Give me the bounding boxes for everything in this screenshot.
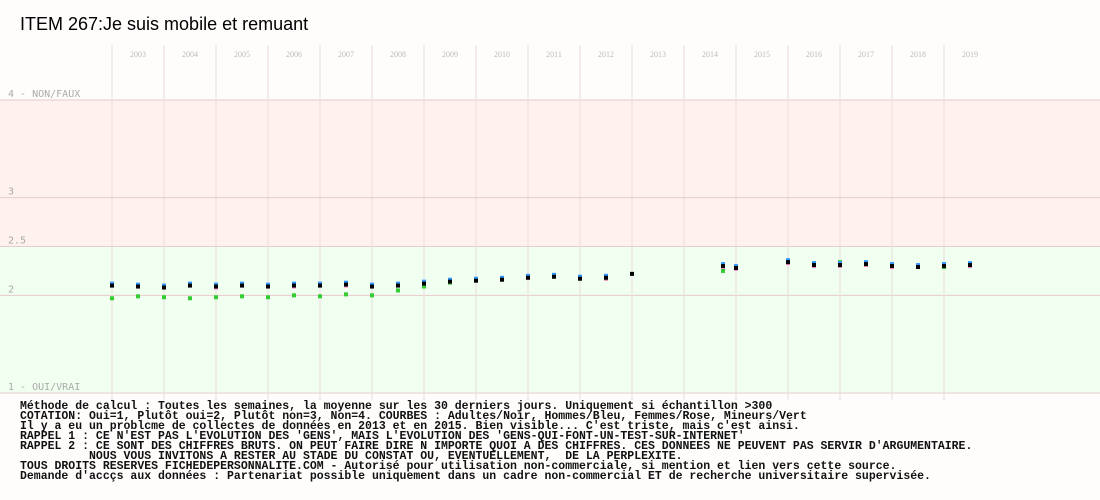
notes: Méthode de calcul : Toutes les semaines,…: [20, 400, 973, 483]
point: [890, 264, 894, 269]
point: [422, 284, 426, 289]
point: [240, 294, 244, 299]
point: [240, 283, 244, 288]
point: [370, 293, 374, 298]
x-tick-label: 2005: [234, 50, 250, 59]
point: [110, 283, 114, 288]
point: [318, 294, 322, 299]
point: [318, 283, 322, 288]
point: [110, 296, 114, 301]
point: [916, 265, 920, 270]
chart: ITEM 267:Je suis mobile et remuant 4 - N…: [0, 14, 1100, 400]
x-tick-label: 2004: [182, 50, 198, 59]
x-tick-label: 2014: [702, 50, 718, 59]
note-line: TOUS DROITS RESERVES FICHEDEPERSONNALITE…: [20, 460, 897, 473]
x-tick-label: 2018: [910, 50, 926, 59]
x-tick-label: 2011: [546, 50, 562, 59]
x-tick-label: 2013: [650, 50, 666, 59]
x-tick-label: 2010: [494, 50, 510, 59]
point: [578, 276, 582, 281]
x-tick-label: 2016: [806, 50, 822, 59]
point: [422, 281, 426, 286]
point: [552, 274, 556, 279]
x-tick-label: 2003: [130, 50, 146, 59]
band: [0, 100, 1100, 247]
point: [370, 284, 374, 289]
note-line: COTATION: Oui=1, Plutôt oui=2, Plutôt no…: [20, 410, 807, 423]
point: [396, 283, 400, 288]
note-line: NOUS VOUS INVITONS A RESTER AU STADE DU …: [20, 450, 683, 463]
x-tick-label: 2019: [962, 50, 978, 59]
x-tick-label: 2017: [858, 50, 874, 59]
point: [292, 293, 296, 298]
point: [136, 284, 140, 289]
point: [721, 268, 725, 273]
point: [526, 275, 530, 280]
y-tick-label: 2: [8, 284, 14, 295]
point: [968, 263, 972, 268]
point: [396, 288, 400, 293]
point: [864, 262, 868, 267]
x-tick-label: 2015: [754, 50, 770, 59]
band: [0, 246, 1100, 393]
point: [786, 260, 790, 265]
y-tick-label: 3: [8, 187, 14, 198]
point: [448, 279, 452, 284]
bands: [0, 100, 1100, 393]
x-tick-label: 2009: [442, 50, 458, 59]
point: [838, 263, 842, 268]
chart-title: ITEM 267:Je suis mobile et remuant: [20, 14, 308, 34]
point: [500, 277, 504, 282]
point: [188, 283, 192, 288]
y-tick-label: 2.5: [8, 236, 26, 247]
note-line: Méthode de calcul : Toutes les semaines,…: [20, 400, 773, 413]
point: [734, 265, 738, 270]
point: [630, 271, 634, 276]
x-tick-label: 2007: [338, 50, 354, 59]
note-line: Demande d'accçs aux données : Partenaria…: [20, 470, 931, 483]
point: [136, 294, 140, 299]
point: [344, 292, 348, 297]
note-line: RAPPEL 1 : CE N'EST PAS L'EVOLUTION DES …: [20, 430, 745, 443]
point: [474, 278, 478, 283]
point: [214, 295, 218, 300]
point: [604, 275, 608, 280]
point: [162, 295, 166, 300]
series: [110, 260, 972, 290]
note-line: Il y a eu un problcme de collectes de do…: [20, 420, 800, 433]
x-tick-label: 2008: [390, 50, 406, 59]
point: [812, 263, 816, 268]
note-line: RAPPEL 2 : CE SONT DES CHIFFRES BRUTS. O…: [20, 440, 973, 453]
point: [266, 295, 270, 300]
x-tick-label: 2012: [598, 50, 614, 59]
y-tick-label: 4 - NON/FAUX: [8, 89, 80, 100]
y-tick-label: 1 - OUI/VRAI: [8, 382, 80, 393]
point: [344, 282, 348, 287]
point: [214, 284, 218, 289]
point: [292, 283, 296, 288]
point: [266, 284, 270, 289]
point: [942, 264, 946, 269]
point: [188, 296, 192, 301]
point: [162, 285, 166, 290]
point: [721, 264, 725, 269]
x-tick-label: 2006: [286, 50, 302, 59]
